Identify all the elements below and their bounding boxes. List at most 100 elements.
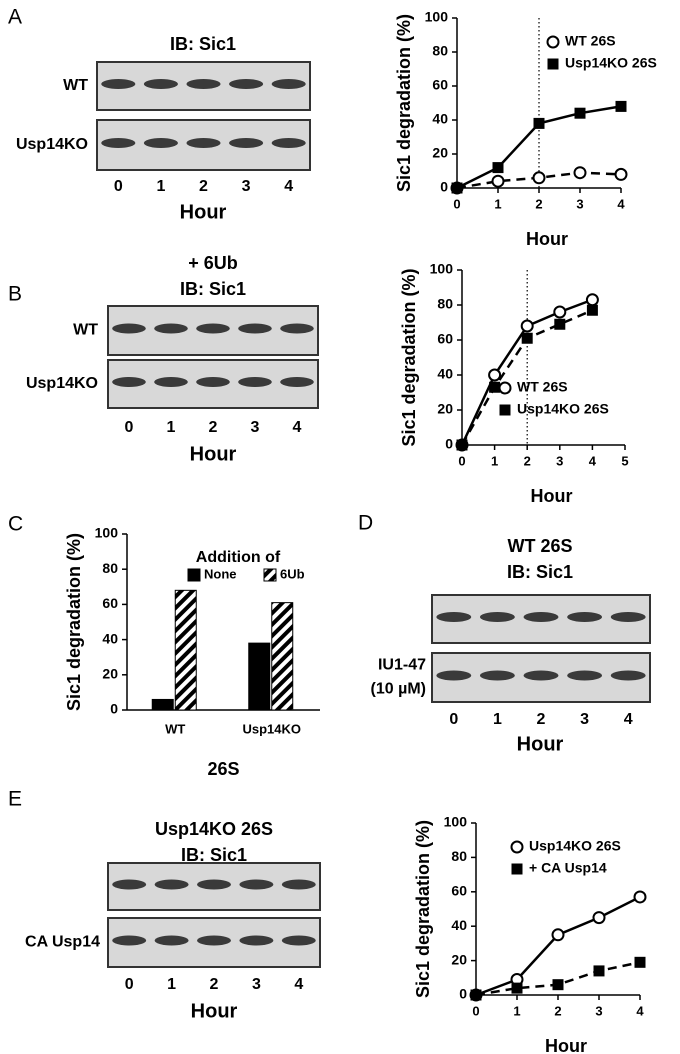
- y-tick-label: 80: [432, 43, 448, 59]
- y-tick-label: 60: [437, 331, 453, 347]
- band: [229, 138, 264, 148]
- band: [567, 612, 603, 622]
- marker: [553, 305, 567, 319]
- y-tick-label: 20: [437, 401, 453, 417]
- y-tick-label: 0: [110, 701, 118, 717]
- y-tick-label: 40: [451, 917, 467, 933]
- row-label: (10 µM): [371, 681, 426, 698]
- lane-label: 0: [125, 419, 134, 436]
- marker: [573, 166, 587, 180]
- x-tick-label: 0: [458, 453, 465, 468]
- band: [238, 323, 272, 334]
- row-label: Usp14KO: [26, 375, 98, 392]
- x-tick-label: WT: [165, 721, 185, 736]
- band: [479, 670, 515, 681]
- marker: [521, 332, 533, 344]
- band: [154, 377, 188, 387]
- marker: [492, 162, 504, 174]
- x-tick-label: 3: [556, 453, 563, 468]
- marker: [491, 174, 505, 188]
- x-tick-label: 0: [472, 1003, 479, 1018]
- marker: [552, 979, 564, 991]
- panel-label: C: [8, 513, 23, 536]
- legend-marker: [499, 404, 511, 416]
- y-tick-label: 100: [430, 261, 454, 277]
- band: [238, 377, 272, 387]
- x-tick-label: 1: [494, 196, 501, 211]
- x-tick-label: Usp14KO: [242, 721, 301, 736]
- blot-title: + 6Ub: [188, 253, 238, 273]
- y-axis-label: Sic1 degradation (%): [399, 268, 419, 446]
- marker: [633, 890, 647, 904]
- y-tick-label: 100: [444, 814, 468, 830]
- x-tick-label: 1: [513, 1003, 520, 1018]
- panel-label: B: [8, 283, 22, 306]
- y-tick-label: 100: [95, 525, 119, 541]
- y-tick-label: 40: [432, 111, 448, 127]
- band: [523, 612, 559, 622]
- x-tick-label: 4: [589, 453, 597, 468]
- y-axis-label: Sic1 degradation (%): [64, 533, 84, 711]
- band: [239, 879, 274, 890]
- lane-label: 2: [209, 419, 218, 436]
- blot-title: WT 26S: [507, 536, 572, 556]
- marker: [586, 304, 598, 316]
- marker: [532, 171, 546, 185]
- band: [610, 670, 646, 681]
- marker: [489, 381, 501, 393]
- lane-label: 0: [449, 711, 458, 728]
- y-tick-label: 20: [432, 145, 448, 161]
- row-label: Usp14KO: [16, 136, 88, 153]
- lane-label: 4: [293, 419, 302, 436]
- legend-marker: [498, 381, 512, 395]
- row-label: CA Usp14: [25, 934, 100, 951]
- legend-label: 6Ub: [280, 566, 305, 581]
- y-tick-label: 80: [451, 848, 467, 864]
- band: [567, 670, 603, 681]
- band: [112, 879, 147, 890]
- lane-label: 3: [251, 419, 260, 436]
- panel-label: A: [8, 6, 22, 29]
- band: [112, 935, 147, 946]
- legend-label: Usp14KO 26S: [517, 401, 609, 417]
- y-axis-label: Sic1 degradation (%): [394, 14, 414, 192]
- x-tick-label: 3: [576, 196, 583, 211]
- panel-label: D: [358, 512, 373, 535]
- marker: [451, 182, 463, 194]
- y-tick-label: 40: [102, 630, 118, 646]
- x-tick-label: 4: [617, 196, 625, 211]
- x-tick-label: 2: [554, 1003, 561, 1018]
- x-axis-label: Hour: [545, 1036, 587, 1054]
- y-tick-label: 20: [451, 951, 467, 967]
- legend-label: None: [204, 566, 237, 581]
- legend-label: Usp14KO 26S: [529, 838, 621, 854]
- marker: [533, 117, 545, 129]
- band: [271, 79, 306, 89]
- band: [479, 612, 515, 622]
- y-tick-label: 80: [102, 560, 118, 576]
- legend-title: Addition of: [196, 549, 281, 566]
- legend-label: WT 26S: [517, 379, 568, 395]
- band: [229, 79, 264, 89]
- legend-swatch: [187, 568, 201, 582]
- y-tick-label: 60: [102, 595, 118, 611]
- blot-title: IB: Sic1: [507, 562, 573, 582]
- row-label: WT: [63, 77, 88, 94]
- marker: [614, 167, 628, 181]
- lane-label: 0: [114, 178, 123, 195]
- band: [239, 935, 274, 946]
- marker: [488, 368, 502, 382]
- lane-label: 3: [242, 178, 251, 195]
- lane-label: 3: [580, 711, 589, 728]
- legend-label: + CA Usp14: [529, 860, 607, 876]
- legend-swatch: [263, 568, 277, 582]
- band: [281, 879, 316, 890]
- y-tick-label: 0: [440, 179, 448, 195]
- y-tick-label: 20: [102, 666, 118, 682]
- band: [196, 323, 230, 334]
- marker: [634, 956, 646, 968]
- lane-label: 1: [156, 178, 165, 195]
- x-axis-label: 26S: [207, 759, 239, 779]
- lane-label: 4: [284, 178, 293, 195]
